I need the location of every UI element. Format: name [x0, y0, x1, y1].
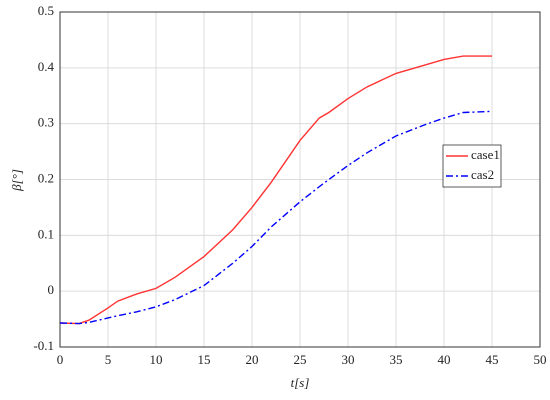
x-tick-label: 50	[534, 352, 547, 367]
y-axis-label: β[°]	[9, 169, 24, 192]
data-line	[59, 55, 492, 325]
y-tick-label: 0.1	[38, 226, 54, 241]
x-tick-label: 30	[342, 352, 355, 367]
y-tick-label: 0.2	[38, 170, 54, 185]
y-tick-label: 0	[48, 282, 55, 297]
y-tick-label: 0.4	[38, 59, 55, 74]
x-tick-label: 25	[294, 352, 307, 367]
legend-box	[442, 144, 502, 188]
x-tick-label: 10	[150, 352, 163, 367]
x-tick-label: 15	[198, 352, 211, 367]
x-tick-label: 0	[57, 352, 64, 367]
x-axis-label: t[s]	[291, 375, 310, 390]
legend-label: case1	[471, 147, 500, 162]
x-tick-label: 5	[105, 352, 112, 367]
x-tick-label: 40	[438, 352, 451, 367]
legend-label: cas2	[471, 167, 494, 182]
y-tick-label: 0.5	[38, 3, 54, 18]
x-tick-label: 35	[390, 352, 403, 367]
data-line	[59, 110, 493, 325]
axes-frame	[59, 11, 541, 348]
x-tick-label: 45	[486, 352, 499, 367]
y-tick-label: -0.1	[33, 338, 54, 353]
y-tick-label: 0.3	[38, 115, 54, 130]
x-tick-label: 20	[246, 352, 259, 367]
